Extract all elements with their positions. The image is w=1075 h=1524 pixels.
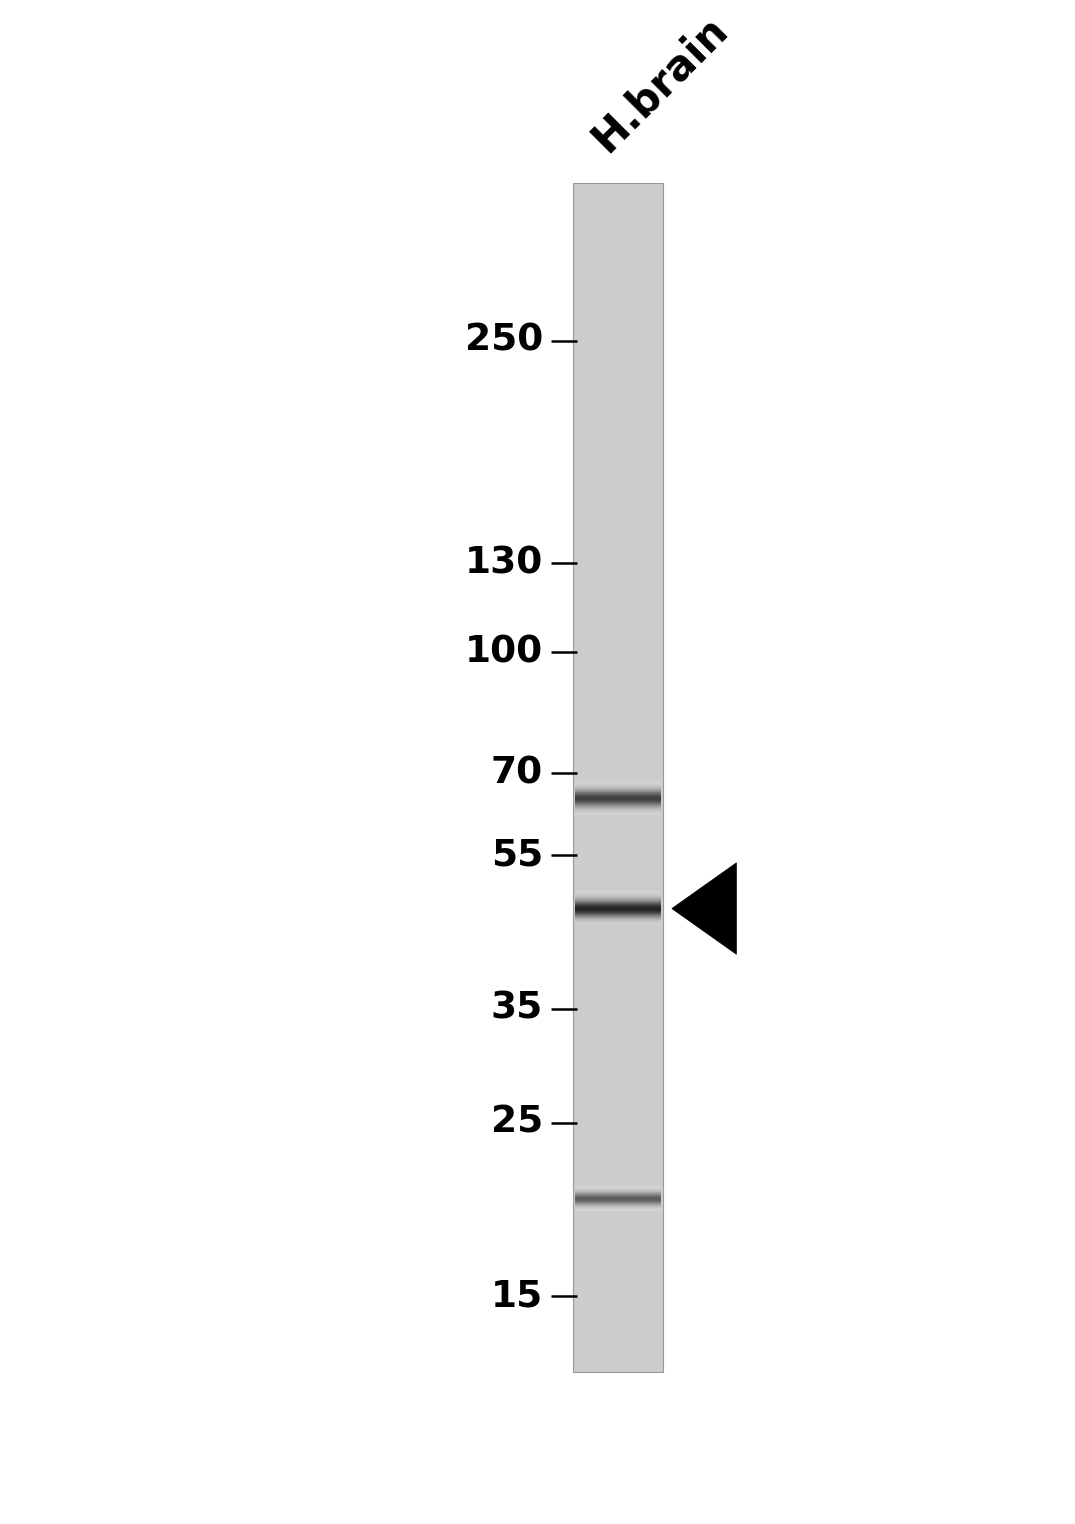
- Text: 55: 55: [490, 837, 543, 873]
- Bar: [573, 183, 663, 1372]
- Text: 35: 35: [490, 991, 543, 1027]
- Text: 130: 130: [464, 546, 543, 581]
- Text: H.brain: H.brain: [583, 8, 735, 160]
- Text: 250: 250: [464, 323, 543, 358]
- Polygon shape: [672, 863, 736, 954]
- Text: 25: 25: [490, 1105, 543, 1141]
- Text: 100: 100: [464, 634, 543, 671]
- Text: 70: 70: [491, 756, 543, 791]
- Text: 15: 15: [490, 1279, 543, 1315]
